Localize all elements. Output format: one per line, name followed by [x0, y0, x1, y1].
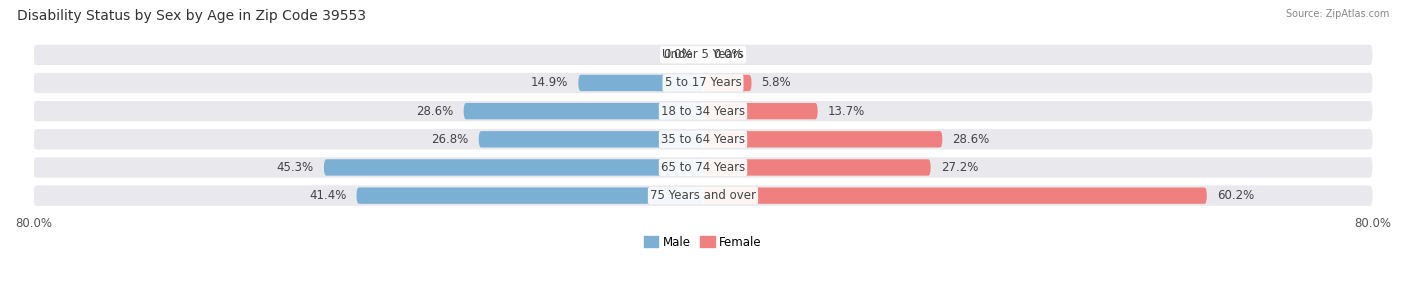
- FancyBboxPatch shape: [703, 103, 818, 119]
- Text: 45.3%: 45.3%: [277, 161, 314, 174]
- Text: 27.2%: 27.2%: [941, 161, 979, 174]
- Text: 28.6%: 28.6%: [416, 105, 454, 118]
- Text: 28.6%: 28.6%: [952, 133, 990, 146]
- FancyBboxPatch shape: [357, 188, 703, 204]
- Legend: Male, Female: Male, Female: [640, 231, 766, 253]
- FancyBboxPatch shape: [34, 73, 1372, 93]
- Text: 5 to 17 Years: 5 to 17 Years: [665, 77, 741, 89]
- Text: Source: ZipAtlas.com: Source: ZipAtlas.com: [1285, 9, 1389, 19]
- Text: 65 to 74 Years: 65 to 74 Years: [661, 161, 745, 174]
- Text: Under 5 Years: Under 5 Years: [662, 48, 744, 61]
- Text: 5.8%: 5.8%: [762, 77, 792, 89]
- FancyBboxPatch shape: [323, 159, 703, 176]
- Text: 35 to 64 Years: 35 to 64 Years: [661, 133, 745, 146]
- FancyBboxPatch shape: [578, 75, 703, 91]
- Text: 26.8%: 26.8%: [432, 133, 468, 146]
- Text: Disability Status by Sex by Age in Zip Code 39553: Disability Status by Sex by Age in Zip C…: [17, 9, 366, 23]
- FancyBboxPatch shape: [703, 75, 752, 91]
- FancyBboxPatch shape: [34, 101, 1372, 121]
- Text: 14.9%: 14.9%: [531, 77, 568, 89]
- Text: 75 Years and over: 75 Years and over: [650, 189, 756, 202]
- FancyBboxPatch shape: [703, 159, 931, 176]
- Text: 0.0%: 0.0%: [713, 48, 742, 61]
- Text: 60.2%: 60.2%: [1216, 189, 1254, 202]
- FancyBboxPatch shape: [703, 131, 942, 147]
- Text: 18 to 34 Years: 18 to 34 Years: [661, 105, 745, 118]
- Text: 0.0%: 0.0%: [664, 48, 693, 61]
- Text: 13.7%: 13.7%: [828, 105, 865, 118]
- FancyBboxPatch shape: [703, 188, 1206, 204]
- FancyBboxPatch shape: [34, 157, 1372, 178]
- FancyBboxPatch shape: [34, 185, 1372, 206]
- FancyBboxPatch shape: [34, 45, 1372, 65]
- FancyBboxPatch shape: [478, 131, 703, 147]
- FancyBboxPatch shape: [34, 129, 1372, 150]
- FancyBboxPatch shape: [464, 103, 703, 119]
- Text: 41.4%: 41.4%: [309, 189, 346, 202]
